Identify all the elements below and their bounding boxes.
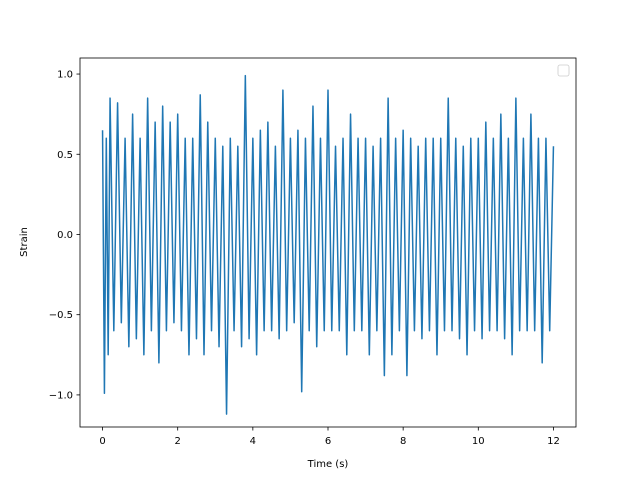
x-tick-label: 0: [99, 436, 105, 447]
x-tick-label: 8: [400, 436, 406, 447]
y-tick-label: −1.0: [49, 390, 73, 401]
legend-box: [557, 64, 570, 77]
y-axis: −1.0 −0.5 0.0 0.5 1.0: [49, 70, 80, 401]
x-tick-label: 6: [325, 436, 331, 447]
x-tick-label: 10: [472, 436, 485, 447]
y-tick-label: 0.0: [57, 230, 73, 241]
x-axis-label: Time (s): [307, 459, 349, 470]
y-axis-label: Strain: [19, 227, 30, 257]
x-tick-label: 2: [175, 436, 181, 447]
y-tick-label: 1.0: [57, 70, 73, 81]
series-line-0: [101, 74, 555, 415]
series-layer: [101, 74, 555, 415]
x-tick-label: 12: [547, 436, 560, 447]
y-tick-label: −0.5: [49, 310, 73, 321]
x-axis: 0 2 4 6 8 10 12: [99, 427, 560, 447]
y-tick-label: 0.5: [57, 150, 73, 161]
x-tick-label: 4: [250, 436, 256, 447]
